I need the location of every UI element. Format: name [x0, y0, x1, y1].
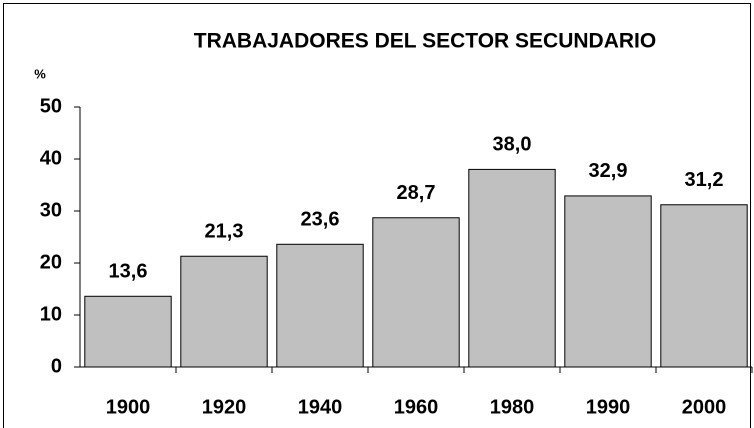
x-tick-label: 1990	[586, 396, 631, 418]
bar	[276, 243, 364, 368]
y-tick-label: 10	[40, 303, 62, 325]
value-label: 13,6	[109, 261, 148, 283]
y-axis-label: %	[34, 66, 46, 81]
x-tick-label: 1920	[202, 396, 247, 418]
y-tick-label: 50	[40, 95, 62, 117]
x-tick-label: 1980	[490, 396, 535, 418]
value-label: 31,2	[685, 169, 724, 191]
value-label: 23,6	[301, 209, 340, 231]
y-tick-label: 20	[40, 251, 62, 273]
value-label: 21,3	[205, 221, 244, 243]
bar	[564, 195, 652, 368]
x-tick-label: 1940	[298, 396, 343, 418]
y-tick-label: 0	[51, 355, 62, 377]
bar	[372, 217, 460, 368]
bar	[84, 295, 172, 368]
x-tick-label: 1960	[394, 396, 439, 418]
bar	[180, 255, 268, 368]
y-tick-label: 40	[40, 147, 62, 169]
value-label: 28,7	[397, 182, 436, 204]
frame	[3, 3, 751, 428]
chart-title: TRABAJADORES DEL SECTOR SECUNDARIO	[194, 30, 656, 53]
value-label: 32,9	[589, 160, 628, 182]
x-tick-label: 1900	[106, 396, 151, 418]
bar	[660, 204, 748, 368]
x-tick-label: 2000	[682, 396, 727, 418]
y-tick-label: 30	[40, 199, 62, 221]
bar	[468, 168, 556, 368]
value-label: 38,0	[493, 134, 532, 156]
